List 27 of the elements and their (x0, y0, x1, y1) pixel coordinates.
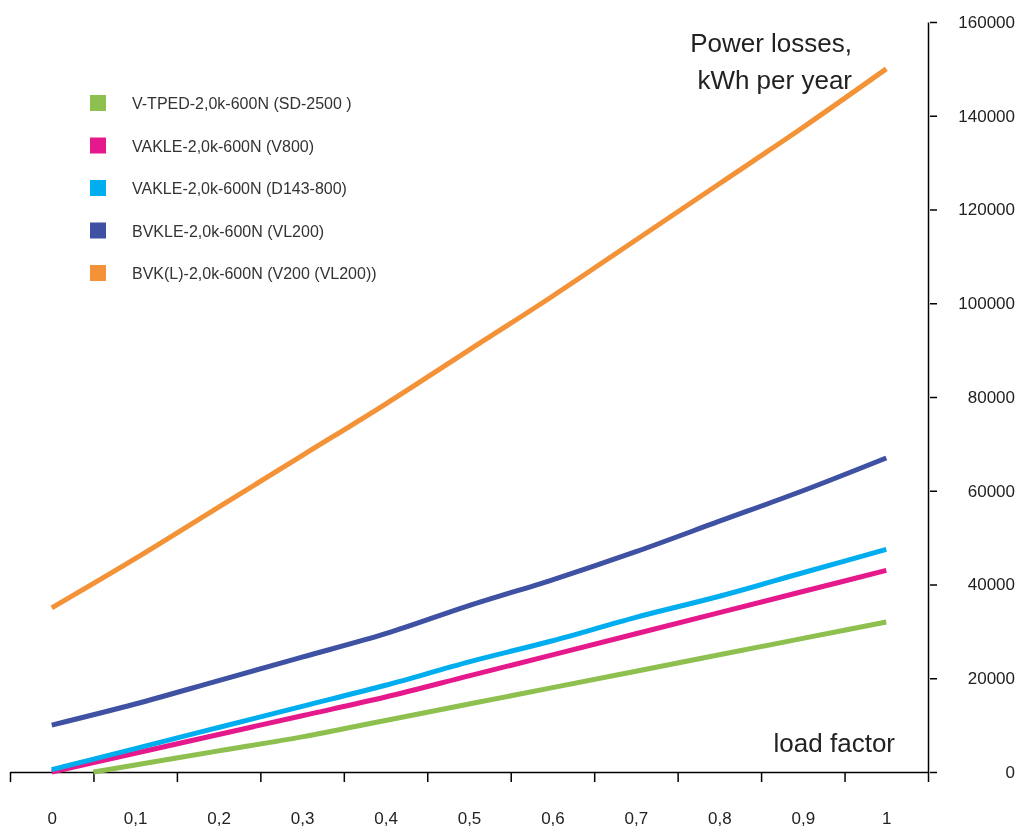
x-tick-label: 0 (47, 809, 57, 829)
legend-label: VAKLE-2,0k-600N (D143-800) (132, 180, 347, 197)
legend-label: V-TPED-2,0k-600N (SD-2500 ) (132, 95, 352, 112)
x-axis-title: load factor (773, 728, 896, 758)
x-tick-label: 0,1 (123, 809, 148, 829)
x-tick-label: 0,5 (457, 809, 482, 829)
legend-label: BVKLE-2,0k-600N (VL200) (132, 222, 325, 240)
y-tick-label: 160000 (958, 12, 1015, 32)
y-tick-label: 60000 (967, 481, 1015, 501)
x-tick-label: 0,4 (374, 809, 398, 829)
y-tick-label: 100000 (958, 294, 1015, 314)
y-tick-label: 20000 (967, 669, 1015, 689)
x-tick-label: 0,9 (791, 809, 816, 829)
legend-label: VAKLE-2,0k-600N (V800) (132, 137, 315, 155)
y-tick-label: 0 (1005, 762, 1015, 782)
y-tick-label: 80000 (967, 387, 1015, 407)
x-tick-label: 0,6 (541, 809, 565, 829)
x-tick-label: 0,2 (207, 809, 231, 829)
x-tick-label: 1 (882, 809, 892, 829)
x-tick-label: 0,7 (624, 809, 649, 829)
y-tick-label: 140000 (958, 106, 1015, 126)
y-tick-label: 40000 (967, 575, 1015, 595)
legend-label: BVK(L)-2,0k-600N (V200 (VL200)) (132, 265, 377, 282)
x-tick-label: 0,3 (290, 809, 315, 829)
y-axis-title: Power losses, kWh per year (690, 28, 853, 95)
x-tick-label: 0,8 (708, 809, 732, 829)
y-tick-label: 120000 (958, 200, 1015, 220)
